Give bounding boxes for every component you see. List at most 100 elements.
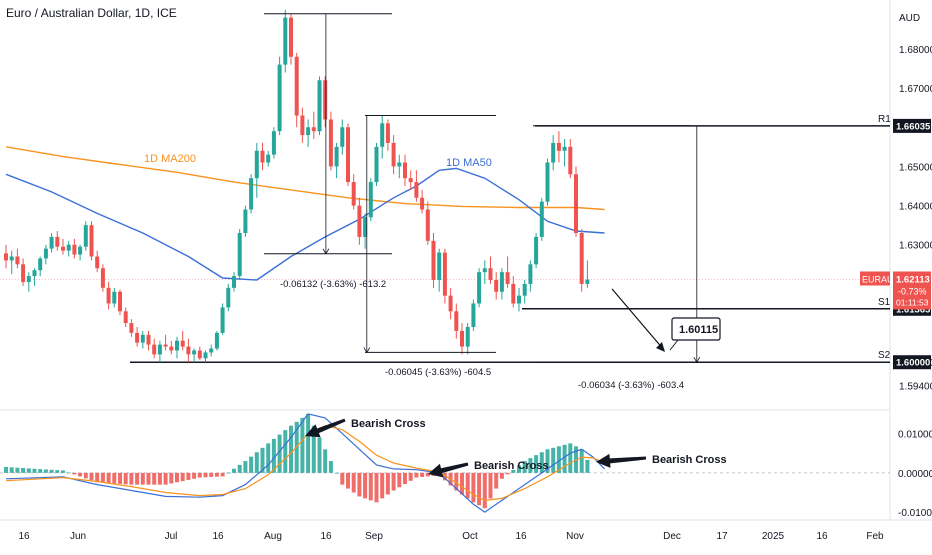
candle-body xyxy=(78,246,83,255)
macd-histogram-bar xyxy=(499,472,504,479)
candle-body xyxy=(260,150,265,163)
candle-body xyxy=(511,283,516,304)
candle-body xyxy=(49,236,54,249)
macd-histogram-bar xyxy=(551,447,556,473)
macd-histogram-bar xyxy=(460,472,464,495)
candle-body xyxy=(562,146,567,151)
candle-body xyxy=(517,295,521,304)
candle-body xyxy=(55,236,60,247)
macd-histogram-bar xyxy=(545,449,550,473)
candle-body xyxy=(528,264,533,284)
signal-line xyxy=(5,425,605,502)
time-tick-label: Feb xyxy=(866,531,884,542)
candle-body xyxy=(454,311,459,331)
macd-histogram-bar xyxy=(471,472,476,503)
macd-histogram-bar xyxy=(175,472,179,483)
candle-body xyxy=(95,256,100,269)
macd-histogram-bar xyxy=(140,472,145,485)
candle-body xyxy=(357,205,362,237)
macd-histogram-bar xyxy=(351,472,356,493)
level-price-text: 1.61365 xyxy=(896,304,931,315)
macd-histogram-bar xyxy=(454,472,459,491)
candle-body xyxy=(89,225,94,257)
macd-histogram-bar xyxy=(528,458,533,473)
time-tick-label: Sep xyxy=(365,531,383,542)
target-label-pointer xyxy=(669,339,679,351)
macd-histogram-bar xyxy=(89,472,94,481)
candle-body xyxy=(323,80,328,120)
candle-body xyxy=(157,344,162,355)
macd-histogram-bar xyxy=(511,469,516,473)
symbol-tag-box xyxy=(860,271,890,286)
macd-tick-label: 0.00000 xyxy=(898,469,932,480)
candle-body xyxy=(243,209,248,233)
macd-histogram-bar xyxy=(334,472,339,474)
target-label-box xyxy=(671,317,721,341)
candle-body xyxy=(9,256,14,261)
macd-histogram-bar xyxy=(61,470,65,473)
candle-body xyxy=(146,334,151,345)
price-tag: 1.62113 xyxy=(896,274,930,285)
candle-body xyxy=(380,123,385,147)
target-label: 1.60115 xyxy=(679,324,718,336)
candle-body xyxy=(437,252,442,280)
candle-body xyxy=(574,174,578,233)
level-price-text: 1.66035 xyxy=(896,121,931,132)
macd-histogram-bar xyxy=(568,443,573,473)
candle-body xyxy=(15,256,20,265)
macd-histogram-bar xyxy=(254,452,259,473)
macd-histogram-bar xyxy=(180,472,185,482)
price-tick-label: 1.68000 xyxy=(899,45,932,56)
macd-histogram-bar xyxy=(357,472,362,497)
candle-body xyxy=(391,142,396,167)
candle-body xyxy=(249,178,254,210)
candle-body xyxy=(482,268,487,273)
candle-body xyxy=(374,146,379,183)
candle-body xyxy=(522,283,527,296)
macd-histogram-bar xyxy=(106,472,111,484)
candle-body xyxy=(317,80,322,132)
candle-body xyxy=(61,246,65,251)
macd-histogram-bar xyxy=(186,472,191,480)
macd-histogram-bar xyxy=(66,472,71,474)
candle-body xyxy=(363,217,368,237)
macd-histogram-bar xyxy=(391,472,396,491)
candle-body xyxy=(283,17,288,65)
macd-histogram-bar xyxy=(192,472,197,479)
candle-body xyxy=(442,252,447,296)
candle-body xyxy=(197,350,202,359)
macd-histogram-bar xyxy=(414,472,419,478)
macd-tick-label: -0.01000 xyxy=(898,508,932,519)
macd-histogram-bar xyxy=(283,430,288,473)
macd-histogram-bar xyxy=(442,472,447,481)
candle-body xyxy=(465,326,470,347)
macd-histogram-bar xyxy=(562,444,567,473)
time-tick-label: Jun xyxy=(70,531,86,542)
price-tick-label: 1.63000 xyxy=(899,241,932,252)
candle-body xyxy=(118,291,122,312)
candle-body xyxy=(534,236,539,265)
macd-histogram-bar xyxy=(425,472,430,477)
candle-body xyxy=(425,209,430,241)
macd-histogram-bar xyxy=(556,446,561,473)
level-price-box xyxy=(893,355,931,370)
macd-histogram-bar xyxy=(15,467,20,473)
macd-histogram-bar xyxy=(249,456,254,473)
macd-histogram-bar xyxy=(129,472,134,485)
macd-histogram-bar xyxy=(4,466,8,473)
candle-body xyxy=(226,287,231,308)
macd-histogram-bar xyxy=(380,472,385,499)
projection-arrow-head xyxy=(656,342,665,352)
macd-histogram-bar xyxy=(49,469,54,473)
macd-histogram-bar xyxy=(118,472,122,484)
macd-histogram-bar xyxy=(363,472,368,499)
chart-title: Euro / Australian Dollar, 1D, ICE xyxy=(6,6,177,20)
macd-histogram-bar xyxy=(482,472,487,509)
measure-arrow xyxy=(322,248,330,255)
price-tick-label: 1.67000 xyxy=(899,84,932,95)
candle-body xyxy=(368,182,373,218)
candle-body xyxy=(385,123,390,143)
time-tick-label: 17 xyxy=(716,531,728,542)
